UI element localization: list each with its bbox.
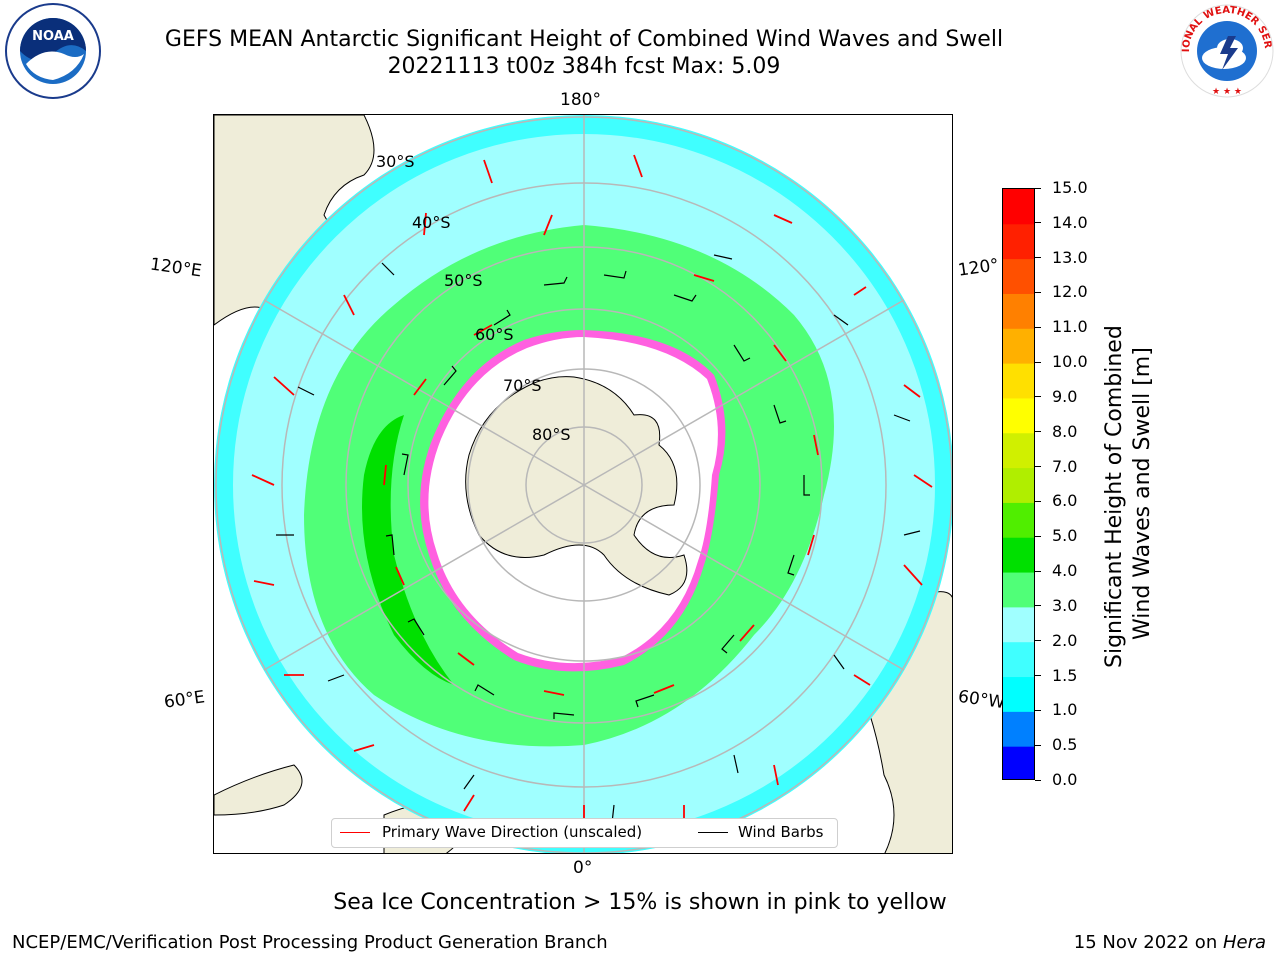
colorbar-tick-mark [1035,500,1041,502]
colorbar-segment [1003,502,1034,538]
colorbar-tick-label: 4.0 [1052,561,1078,581]
colorbar-tick-mark [1035,709,1041,711]
colorbar-segment [1003,258,1034,294]
colorbar-tick-label: 10.0 [1052,352,1088,372]
colorbar-tick-mark [1035,570,1041,572]
colorbar-segment [1003,572,1034,608]
lat-label-60s: 60°S [475,325,514,344]
colorbar-tick-label: 8.0 [1052,421,1078,441]
lon-label-60w: 60°W [956,686,1007,714]
footer-date: 15 Nov 2022 on Hera [1074,932,1266,953]
colorbar-tick-label: 9.0 [1052,386,1078,406]
colorbar-tick-label: 1.0 [1052,700,1078,720]
colorbar-tick-label: 12.0 [1052,282,1088,302]
colorbar-tick-label: 13.0 [1052,247,1088,267]
colorbar-tick-mark [1035,779,1041,781]
colorbar-tick-mark [1035,605,1041,607]
colorbar-tick-mark [1035,535,1041,537]
colorbar-segment [1003,641,1034,678]
lat-label-70s: 70°S [503,376,542,395]
lon-label-180: 180° [560,90,601,110]
colorbar [1002,188,1035,780]
colorbar-tick-mark [1035,257,1041,259]
lon-label-120w: 120° [956,255,1001,281]
footer-date-text: 15 Nov 2022 on [1073,932,1223,953]
polar-map [213,114,953,854]
map-title: GEFS MEAN Antarctic Significant Height o… [164,27,1004,52]
wind-barb-label: Wind Barbs [738,823,824,841]
colorbar-segment [1003,432,1034,469]
colorbar-segment [1003,537,1034,573]
lon-label-60e: 60°E [162,687,207,713]
colorbar-tick-mark [1035,291,1041,293]
map-legend: Primary Wave Direction (unscaled) Wind B… [331,818,838,848]
colorbar-tick-label: 7.0 [1052,456,1078,476]
footer-branch: NCEP/EMC/Verification Post Processing Pr… [12,932,608,953]
colorbar-tick-label: 2.0 [1052,630,1078,650]
svg-text:★ ★ ★: ★ ★ ★ [1212,87,1242,97]
colorbar-tick-mark [1035,326,1041,328]
colorbar-tick-mark [1035,744,1041,746]
colorbar-segment [1003,711,1034,747]
lat-label-80s: 80°S [532,425,571,444]
map-subtitle: 20221113 t00z 384h fcst Max: 5.09 [387,54,781,79]
colorbar-tick-label: 5.0 [1052,526,1078,546]
colorbar-tick-label: 3.0 [1052,595,1078,615]
colorbar-segment [1003,328,1034,364]
colorbar-segment [1003,189,1034,225]
colorbar-segment [1003,363,1034,399]
colorbar-tick-label: 15.0 [1052,178,1088,197]
noaa-logo: NOAA [4,2,102,100]
lat-label-40s: 40°S [412,213,451,232]
colorbar-tick-label: 11.0 [1052,317,1088,337]
colorbar-tick-mark [1035,431,1041,433]
colorbar-tick-mark [1035,675,1041,677]
nws-logo: NATIONAL WEATHER SERVICE ★ ★ ★ [1174,0,1276,100]
colorbar-segment [1003,397,1034,434]
sea-ice-note: Sea Ice Concentration > 15% is shown in … [333,890,947,915]
lon-label-120e: 120°E [148,254,203,282]
wind-barb-swatch [698,832,728,833]
colorbar-segment [1003,746,1034,779]
colorbar-tick-label: 0.5 [1052,735,1078,755]
lat-label-30s: 30°S [376,152,415,171]
lat-label-50s: 50°S [444,271,483,290]
wave-direction-label: Primary Wave Direction (unscaled) [382,823,643,841]
colorbar-tick-label: 1.5 [1052,665,1078,685]
colorbar-segment [1003,467,1034,503]
colorbar-segment [1003,223,1034,260]
colorbar-fill [1003,189,1034,779]
colorbar-label-line2: Wind Waves and Swell [m] [1130,347,1155,640]
footer-machine: Hera [1222,932,1266,953]
svg-text:NOAA: NOAA [32,29,74,44]
colorbar-tick-mark [1035,466,1041,468]
colorbar-segment [1003,606,1034,643]
colorbar-tick-mark [1035,222,1041,224]
colorbar-segment [1003,293,1034,329]
wave-direction-swatch [340,832,370,833]
colorbar-tick-mark [1035,187,1041,189]
colorbar-segment [1003,676,1034,712]
colorbar-tick-mark [1035,640,1041,642]
lon-label-0: 0° [573,858,593,878]
antarctica-land [465,376,688,596]
colorbar-tick-label: 6.0 [1052,491,1078,511]
colorbar-tick-mark [1035,396,1041,398]
africa-land [214,764,303,816]
colorbar-label-line1: Significant Height of Combined [1102,325,1127,668]
colorbar-tick-mark [1035,361,1041,363]
colorbar-tick-label: 0.0 [1052,770,1078,789]
colorbar-tick-label: 14.0 [1052,212,1088,232]
